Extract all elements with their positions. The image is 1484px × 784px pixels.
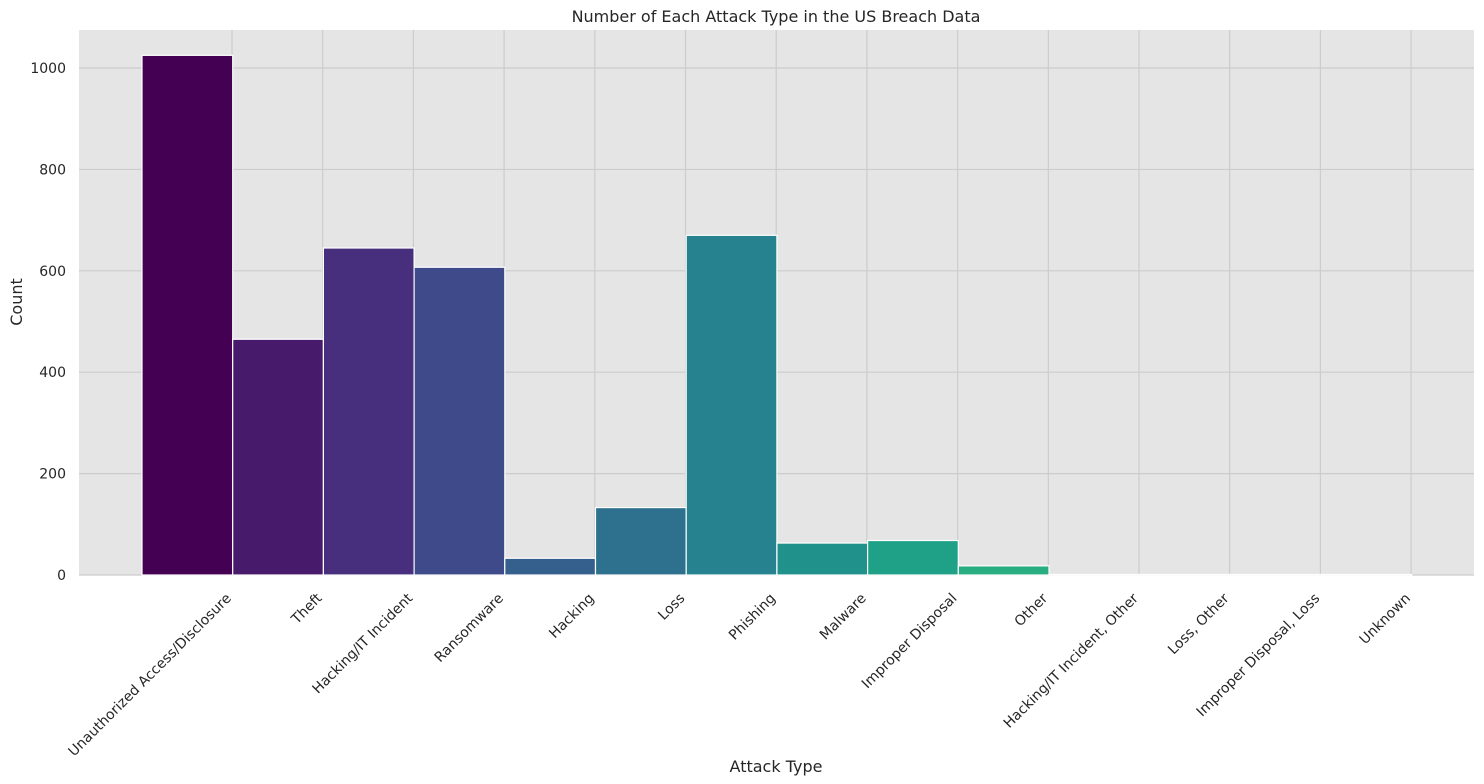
- x-axis-title: Attack Type: [730, 757, 823, 776]
- y-tick-label: 800: [39, 162, 66, 178]
- x-tick-label: Phishing: [726, 591, 779, 644]
- y-axis-title: Count: [7, 278, 26, 326]
- bar: [1048, 573, 1141, 576]
- bars: [141, 54, 1413, 576]
- bar: [685, 234, 778, 576]
- x-axis-ticks: Unauthorized Access/Disclosure TheftHacki…: [66, 590, 1414, 760]
- chart-title: Number of Each Attack Type in the US Bre…: [572, 7, 981, 26]
- x-tick-label: Loss: [655, 591, 688, 624]
- bar: [1320, 573, 1413, 576]
- x-tick-label: Malware: [817, 591, 870, 644]
- bar: [1229, 573, 1322, 576]
- bar: [504, 557, 597, 576]
- x-tick-label: Loss, Other: [1165, 590, 1233, 658]
- y-tick-label: 200: [39, 467, 66, 483]
- x-tick-label: Other: [1012, 590, 1052, 630]
- bar: [776, 542, 869, 576]
- y-tick-label: 600: [39, 264, 66, 280]
- bar: [957, 565, 1050, 576]
- x-tick-label: Theft: [288, 590, 326, 628]
- bar: [866, 539, 959, 576]
- y-tick-label: 1000: [30, 61, 66, 77]
- x-tick-label: Unauthorized Access/Disclosure: [66, 591, 235, 760]
- x-tick-label: Hacking: [546, 591, 597, 642]
- bar: [1139, 573, 1231, 576]
- x-tick-label: Ransomware: [432, 591, 507, 666]
- bar: [413, 266, 506, 576]
- x-tick-label: Improper Disposal: [859, 591, 961, 693]
- bar: [322, 247, 415, 576]
- x-tick-label: Hacking/IT Incident: [310, 590, 417, 697]
- bar: [232, 338, 324, 576]
- bar: [141, 54, 234, 576]
- bar: [594, 506, 687, 576]
- x-tick-label: Unknown: [1357, 591, 1414, 648]
- y-axis-ticks: 0 200 400 600 800 1000: [30, 61, 66, 584]
- y-tick-label: 400: [39, 365, 66, 381]
- y-tick-label: 0: [57, 568, 66, 584]
